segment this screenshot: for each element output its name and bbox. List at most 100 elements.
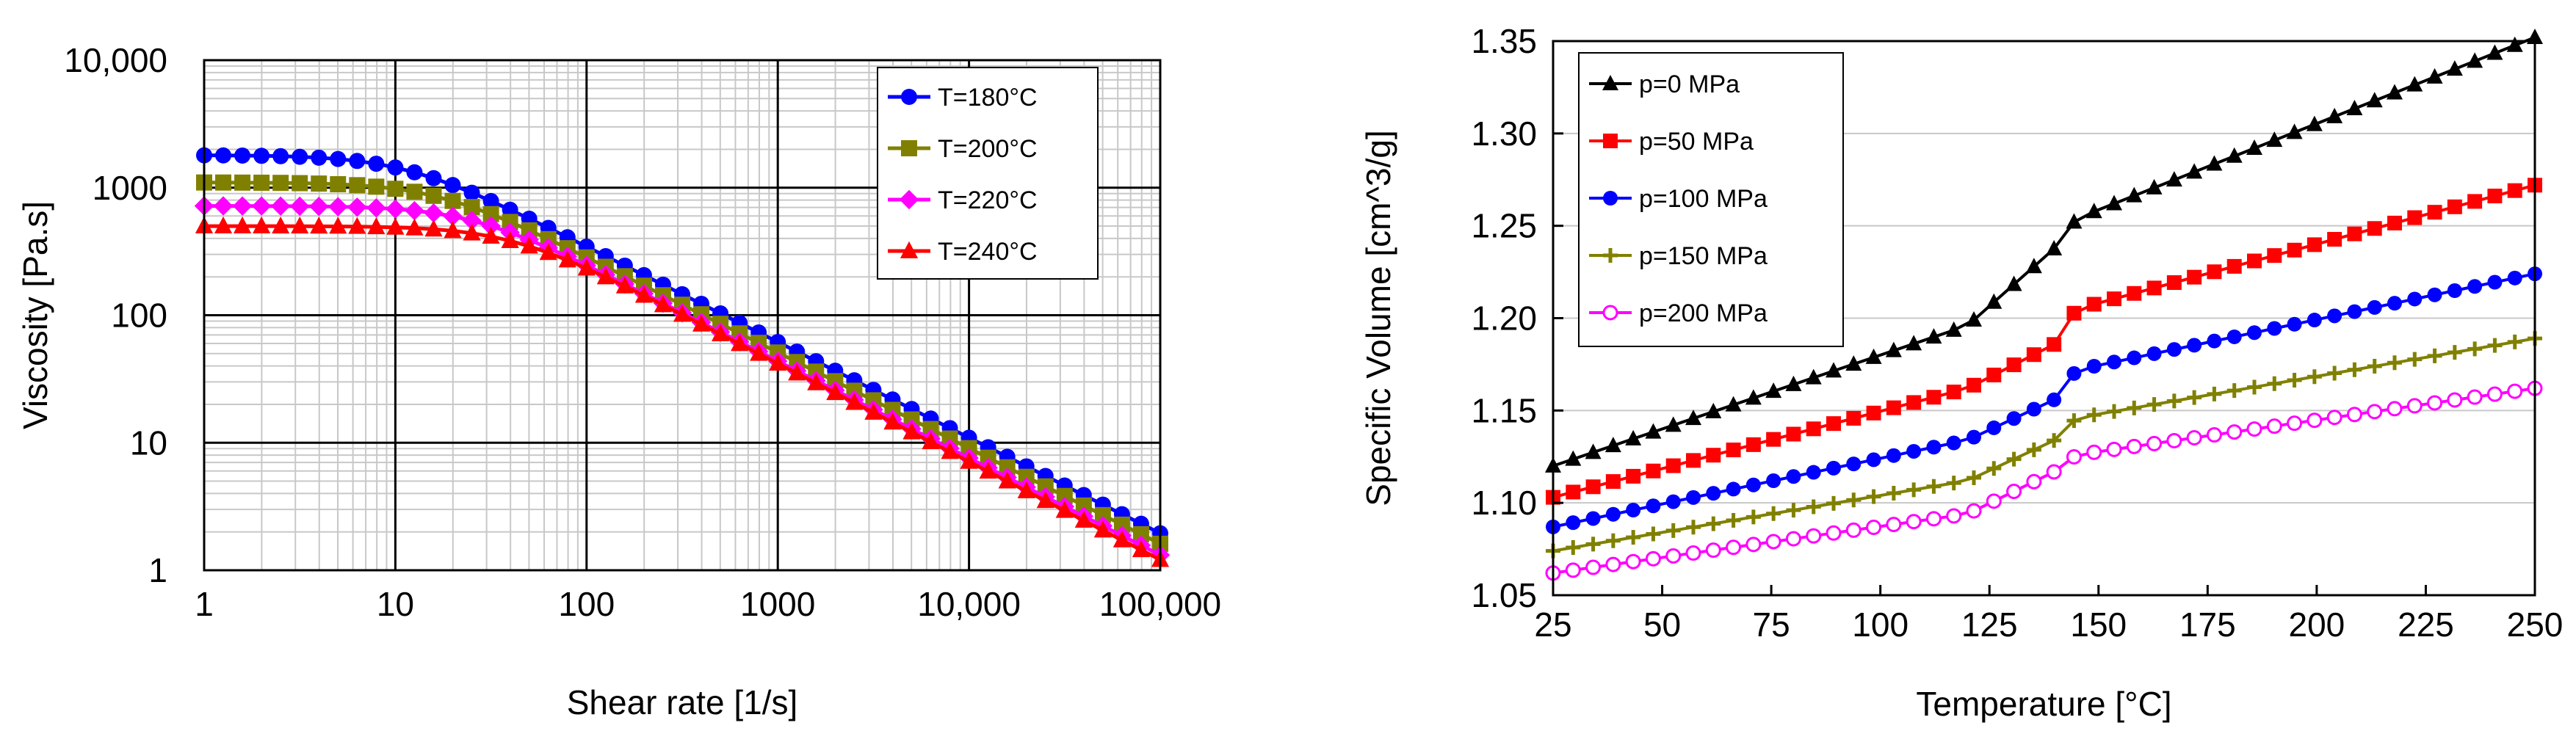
data-point (2287, 372, 2302, 388)
data-point (2047, 337, 2062, 352)
data-point (2267, 321, 2282, 336)
data-point (1626, 468, 1641, 484)
data-point (2487, 189, 2503, 204)
x-tick-label: 50 (1643, 605, 1681, 644)
data-point (2326, 410, 2342, 426)
data-point (2367, 404, 2383, 420)
data-point (1626, 503, 1641, 518)
data-point (2407, 291, 2423, 307)
data-point (330, 150, 347, 167)
data-point (2186, 163, 2203, 179)
data-point (2046, 464, 2062, 480)
data-point (2367, 359, 2382, 374)
data-point (1132, 540, 1151, 558)
data-point (462, 211, 482, 230)
data-point (1686, 490, 1701, 505)
data-point (1967, 377, 1981, 393)
data-point (2267, 248, 2282, 263)
data-point (2246, 421, 2262, 437)
data-point (387, 159, 404, 176)
data-point (1806, 465, 1821, 480)
x-tick-label: 200 (2289, 605, 2345, 644)
data-point (1826, 495, 1841, 511)
x-tick-label: 10,000 (917, 585, 1021, 623)
legend-label: T=200°C (938, 135, 1038, 163)
legend-entry: p=0 MPa (1589, 70, 1740, 98)
data-point (253, 174, 270, 191)
data-point (348, 217, 366, 234)
data-point (1056, 487, 1073, 504)
data-point (251, 196, 272, 216)
data-point (2006, 451, 2022, 467)
data-point (2467, 341, 2483, 357)
data-point (1846, 492, 1862, 508)
data-point (2066, 305, 2082, 321)
data-point (1826, 525, 1842, 541)
data-point (2226, 329, 2242, 344)
data-point (501, 230, 519, 248)
x-tick-label: 10 (377, 585, 414, 623)
data-point (1036, 491, 1054, 509)
data-point (1886, 517, 1902, 533)
data-point (941, 442, 959, 459)
data-point (234, 147, 251, 164)
data-point (520, 236, 538, 254)
data-point (292, 148, 308, 165)
data-point (2127, 285, 2142, 301)
legend-marker (901, 89, 917, 105)
series-p=150 MPa (1546, 331, 2542, 559)
data-point (502, 201, 518, 218)
data-point (2427, 205, 2442, 220)
data-point (2407, 352, 2423, 367)
data-point (922, 421, 939, 437)
legend-entry: p=50 MPa (1589, 128, 1754, 156)
data-point (979, 462, 997, 479)
data-point (2346, 100, 2363, 116)
y-tick-label: 1.30 (1471, 114, 1537, 153)
data-point (1925, 511, 1942, 527)
data-point (2467, 279, 2483, 294)
data-point (2327, 365, 2342, 381)
data-point (1745, 477, 1761, 492)
data-point (1605, 474, 1621, 490)
data-point (444, 192, 461, 209)
y-tick-label: 1.05 (1471, 576, 1537, 614)
data-point (2507, 383, 2523, 399)
data-point (2166, 171, 2182, 187)
data-point (731, 334, 749, 352)
data-point (2086, 359, 2102, 374)
data-point (2266, 131, 2283, 148)
data-point (1806, 421, 1821, 437)
viscosity-legend: T=180°C T=200°C T=220°C T=240°C (877, 67, 1099, 280)
data-point (2286, 123, 2303, 139)
data-point (272, 175, 289, 192)
data-point (425, 170, 442, 186)
series-T=240°C (195, 216, 1170, 567)
y-tick-label: 1.15 (1471, 391, 1537, 429)
data-point (2387, 355, 2402, 371)
data-point (1906, 395, 1922, 410)
data-point (2146, 435, 2163, 451)
data-point (1786, 503, 1801, 518)
data-point (270, 196, 291, 217)
data-point (2287, 242, 2302, 258)
data-point (1726, 481, 1741, 497)
data-point (883, 412, 902, 430)
legend-label: p=50 MPa (1639, 128, 1754, 156)
data-point (1665, 523, 1681, 538)
data-point (2287, 415, 2303, 432)
data-point (368, 178, 385, 195)
data-point (2507, 270, 2522, 285)
data-point (1866, 452, 1881, 468)
data-point (1885, 341, 1902, 357)
data-point (444, 177, 461, 194)
data-point (1886, 400, 1901, 415)
data-point (1075, 497, 1092, 514)
data-point (1945, 321, 1962, 337)
data-point (1766, 473, 1781, 488)
data-point (1725, 396, 1742, 412)
x-tick-label: 175 (2179, 605, 2236, 644)
data-point (2005, 275, 2022, 291)
data-point (1806, 528, 1822, 544)
data-point (481, 216, 501, 236)
